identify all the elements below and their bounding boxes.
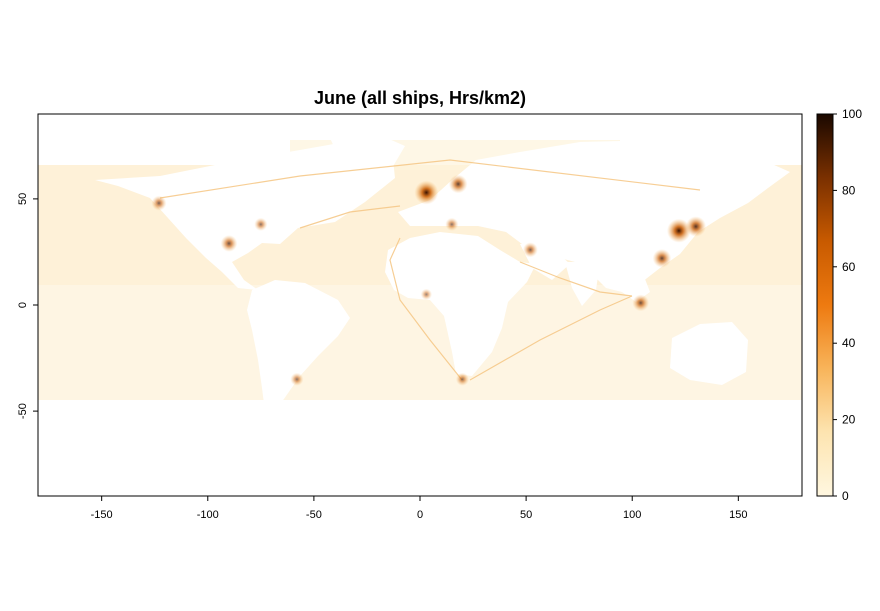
y-axis: -50 0 50	[17, 193, 38, 419]
eurasia-land	[398, 140, 790, 294]
shipping-lane-cape-asia	[469, 295, 633, 381]
shipping-lane-suez-asia	[519, 261, 633, 297]
traffic-hotspot-4	[685, 216, 707, 237]
australia-land	[670, 322, 748, 385]
y-tick-label: -50	[17, 403, 29, 419]
shipping-lane-atlantic-cape	[389, 237, 463, 381]
traffic-hotspot-11	[151, 195, 167, 211]
colorbar-gradient	[817, 114, 833, 496]
colorbar-frame	[816, 113, 834, 497]
antarctica-land	[38, 440, 802, 496]
colorbar-ticks: 0 20 40 60 80 100	[833, 107, 862, 503]
traffic-hotspot-12	[290, 372, 304, 386]
shipping-lane-north-pacific	[159, 159, 701, 199]
shipping-lane-north-atlantic	[299, 205, 401, 229]
x-tick-label: 150	[729, 509, 747, 521]
traffic-hotspot-7	[220, 235, 238, 252]
traffic-hotspot-8	[254, 217, 268, 231]
traffic-hotspot-1	[448, 174, 468, 194]
south-america-land	[247, 280, 350, 416]
southeast-asia-land	[610, 266, 650, 302]
traffic-hotspot-10	[455, 372, 470, 386]
x-tick-label: -150	[91, 509, 113, 521]
land-masses	[38, 135, 802, 496]
traffic-hotspot-6	[632, 294, 650, 312]
chart-title: June (all ships, Hrs/km2)	[314, 88, 526, 108]
india-land	[565, 262, 600, 306]
colorbar-tick-label: 60	[842, 260, 856, 274]
north-america-land	[95, 142, 395, 290]
x-tick-label: -100	[197, 509, 219, 521]
traffic-hotspot-9	[522, 242, 538, 258]
x-tick-label: 50	[520, 509, 532, 521]
colorbar-tick-label: 100	[842, 107, 862, 121]
x-tick-label: -50	[306, 509, 322, 521]
colorbar-tick-label: 20	[842, 413, 856, 427]
coastal-traffic-hotspots	[151, 174, 707, 386]
colorbar-tick-label: 80	[842, 183, 856, 197]
y-tick-label: 50	[17, 193, 29, 205]
greenland-land	[330, 135, 405, 192]
colorbar-tick-label: 0	[842, 489, 849, 503]
map-plot-area	[37, 113, 803, 497]
x-axis: -150 -100 -50 0 50 100 150	[91, 496, 748, 521]
shipping-lanes	[159, 159, 701, 381]
traffic-hotspot-5	[652, 249, 672, 268]
x-tick-label: 100	[623, 509, 641, 521]
colorbar-legend: 0 20 40 60 80 100	[816, 107, 862, 503]
traffic-hotspot-0	[414, 180, 439, 205]
africa-land	[385, 232, 536, 376]
colorbar-tick-label: 40	[842, 336, 856, 350]
traffic-hotspot-13	[420, 288, 433, 301]
x-tick-label: 0	[417, 509, 423, 521]
traffic-hotspot-2	[445, 217, 459, 231]
traffic-hotspot-3	[666, 218, 691, 243]
y-tick-label: 0	[17, 302, 29, 308]
